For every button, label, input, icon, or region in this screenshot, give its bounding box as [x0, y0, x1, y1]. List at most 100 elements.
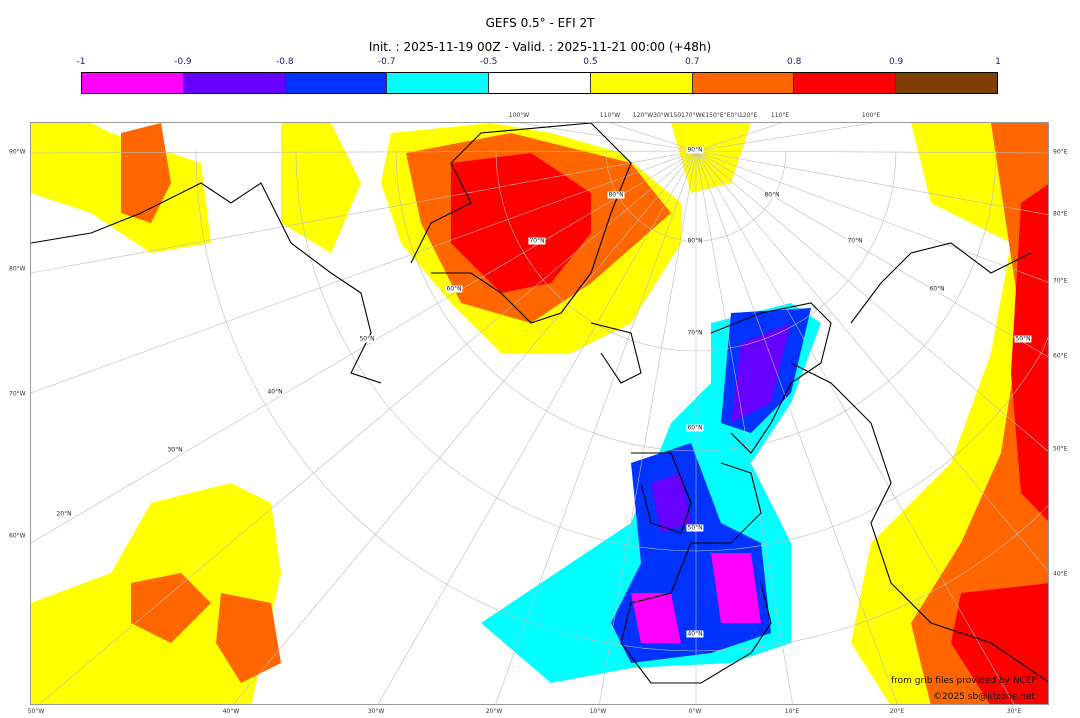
latitude-label: 90°N [686, 146, 704, 154]
axis-label: 30°W [367, 708, 385, 715]
legend-tick-label: -1 [76, 57, 86, 67]
latitude-label: 80°N [763, 191, 781, 199]
parallel-line [395, 150, 997, 452]
axis-label: 40°E [1053, 570, 1068, 578]
map-canvas[interactable] [30, 122, 1049, 705]
axis-label: 100°E [861, 112, 881, 119]
efi-field [31, 123, 1048, 704]
legend-swatch [183, 73, 286, 93]
axis-label: 50°W [27, 708, 45, 715]
latitude-label: 60°N [928, 285, 946, 293]
coastline [710, 302, 832, 454]
legend-swatch [590, 73, 693, 93]
legend-swatch [387, 73, 490, 93]
efi-region-orange [121, 123, 171, 223]
latitude-label: 70°N [686, 329, 704, 337]
meridian-line [233, 150, 697, 704]
efi-region-red [1011, 184, 1048, 521]
legend-swatch [82, 73, 184, 93]
axis-label: 20°W [485, 708, 503, 715]
latitude-label: 70°N [846, 237, 864, 245]
latitude-label: 80°N [607, 191, 625, 199]
latitude-label: 50°N [358, 335, 376, 343]
efi-region-magenta [711, 553, 761, 623]
legend-swatch [285, 73, 388, 93]
meridian-line [519, 123, 697, 152]
efi-region-yellow [671, 123, 751, 193]
meridian-line [31, 150, 697, 154]
axis-label: 40°W [222, 708, 240, 715]
meridian-line [31, 150, 697, 274]
axis-label: 120°W30°W150170°W€150°E°E0°I120°E [632, 112, 758, 119]
meridian-line [377, 150, 697, 704]
latitude-label: 40°N [686, 630, 704, 638]
axis-label: 10°E [784, 708, 800, 715]
meridian-line [38, 150, 697, 704]
coastline [410, 123, 632, 324]
parallel-line [495, 150, 897, 352]
axis-label: 80°W [9, 265, 26, 273]
efi-region-orange [911, 123, 1048, 704]
meridian-line [695, 150, 1048, 283]
meridian-line [695, 150, 1015, 704]
parallel-line [195, 150, 1048, 652]
efi-region-purple [651, 473, 691, 533]
axis-label: 20°E [889, 708, 905, 715]
meridian-line [695, 150, 1048, 154]
map-subtitle: Init. : 2025-11-19 00Z - Valid. : 2025-1… [368, 40, 712, 54]
legend-swatch [794, 73, 897, 93]
efi-region-purple [731, 323, 791, 423]
legend-tick-label: -0.7 [377, 57, 396, 67]
legend-tick-label: 0.8 [787, 57, 802, 67]
meridian-line [610, 123, 697, 152]
latitude-label: 80°N [686, 237, 704, 245]
legend-swatch [692, 73, 795, 93]
latitude-label: 30°N [166, 446, 184, 454]
coastline [631, 452, 692, 534]
copyright-credit: ©2025 sb@irizone.net [933, 692, 1035, 702]
coastline [850, 242, 1032, 324]
latitude-label: 50°N [686, 524, 704, 532]
coastline [620, 462, 772, 684]
latitude-label: 60°N [445, 285, 463, 293]
latitude-label: 70°N [528, 237, 546, 245]
latitude-label: 50°N [1014, 335, 1032, 343]
axis-label: 110°E [770, 112, 790, 119]
meridian-line [695, 150, 1048, 452]
meridian-line [695, 150, 898, 704]
meridian-line [695, 150, 1048, 572]
efi-region-orange [131, 573, 211, 643]
legend-swatch [489, 73, 591, 93]
efi-region-yellow [281, 123, 361, 253]
legend-tick-label: 0.5 [583, 57, 598, 67]
axis-label: 80°E [1053, 210, 1068, 218]
meridian-line [695, 150, 793, 704]
legend-tick-label: -0.8 [275, 57, 294, 67]
data-source-credit: from grib files provided by NCEP [891, 676, 1037, 686]
efi-region-red [451, 153, 591, 293]
legend-tick-label: 0.7 [685, 57, 700, 67]
axis-label: 60°E [1053, 352, 1068, 360]
efi-region-orange [216, 593, 281, 683]
meridian-line [695, 150, 1048, 358]
axis-label: 70°E [1053, 277, 1068, 285]
meridian-line [599, 150, 697, 704]
meridian-line [695, 123, 782, 152]
coastline [790, 362, 1048, 683]
coastline [590, 322, 642, 384]
axis-label: 70°W [9, 390, 26, 398]
meridian-line [495, 150, 697, 704]
legend-tick-label: -0.9 [174, 57, 192, 67]
legend-tick-label: -0.5 [479, 57, 498, 67]
axis-label: 0°W [688, 708, 702, 715]
latitude-label: 20°N [55, 510, 73, 518]
axis-label: 10°W [589, 708, 607, 715]
parallel-line [295, 150, 1048, 552]
efi-region-magenta [631, 593, 681, 643]
axis-label: 90°E [1053, 148, 1068, 156]
meridian-line [695, 123, 873, 152]
legend-tick-label: 0.9 [888, 57, 904, 67]
efi-region-red [951, 583, 1048, 704]
axis-label: 110°W [599, 112, 621, 119]
meridian-line [31, 150, 697, 394]
